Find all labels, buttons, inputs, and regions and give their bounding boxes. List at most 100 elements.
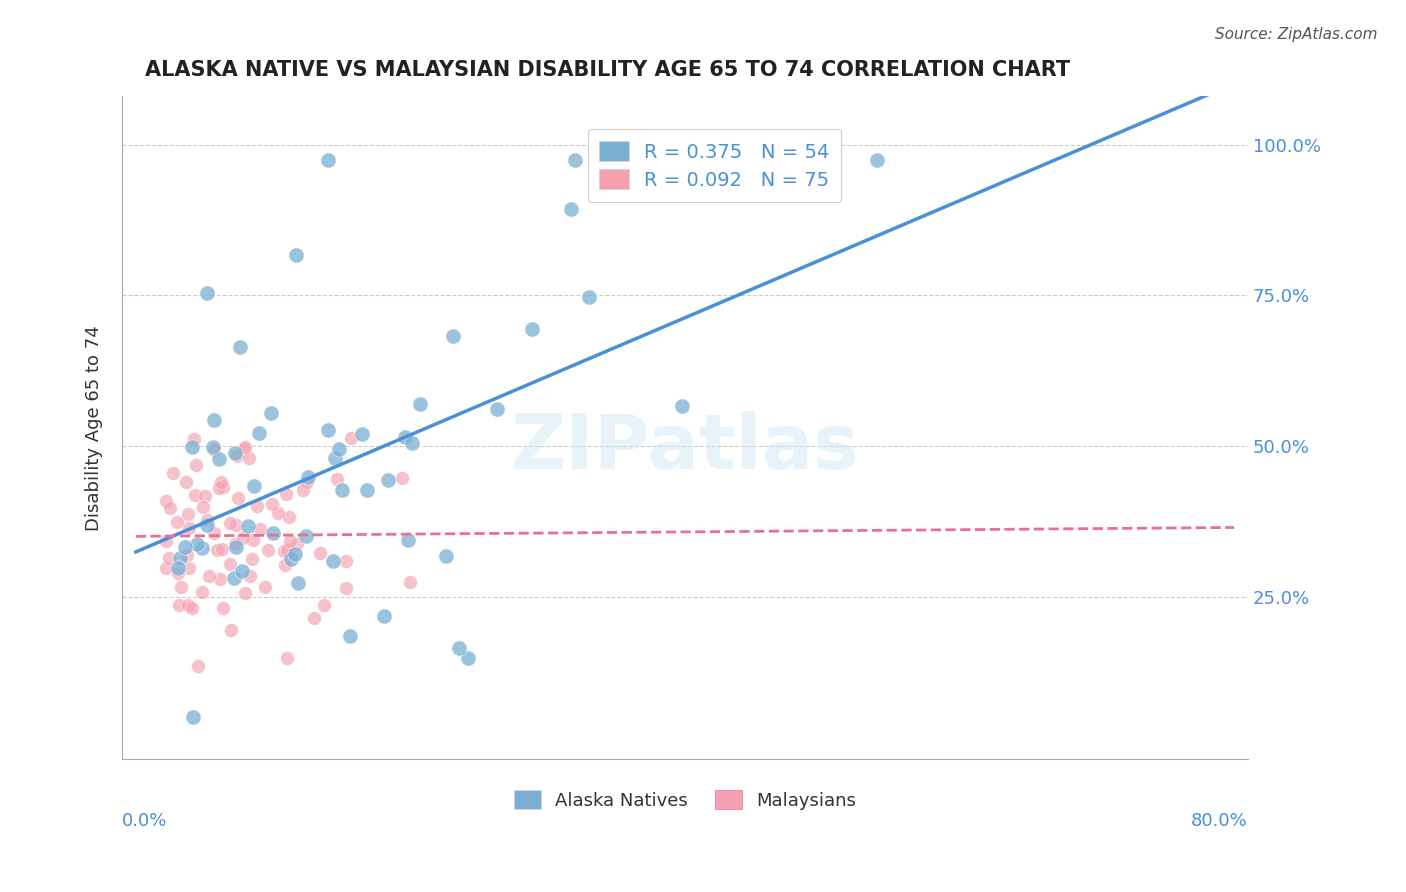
Point <box>194 489 217 503</box>
Point <box>229 340 252 354</box>
Point <box>316 153 339 167</box>
Point <box>173 540 195 554</box>
Text: ZIPatlas: ZIPatlas <box>510 411 859 485</box>
Point <box>273 544 295 558</box>
Point <box>211 541 233 556</box>
Point <box>325 450 347 465</box>
Point <box>191 500 214 514</box>
Point <box>202 443 225 458</box>
Point <box>242 533 264 547</box>
Point <box>155 534 177 549</box>
Point <box>225 540 247 554</box>
Point <box>328 442 350 456</box>
Point <box>211 601 233 615</box>
Point <box>276 651 298 665</box>
Point <box>157 550 180 565</box>
Point <box>291 483 314 498</box>
Point <box>398 533 420 548</box>
Point <box>177 507 200 521</box>
Point <box>208 572 231 586</box>
Point <box>335 581 357 595</box>
Point <box>284 248 307 262</box>
Point <box>278 510 301 524</box>
Point <box>208 481 231 495</box>
Point <box>671 399 693 413</box>
Point <box>166 516 188 530</box>
Point <box>287 575 309 590</box>
Point <box>169 598 191 612</box>
Point <box>267 506 290 520</box>
Point <box>295 529 318 543</box>
Text: ALASKA NATIVE VS MALAYSIAN DISABILITY AGE 65 TO 74 CORRELATION CHART: ALASKA NATIVE VS MALAYSIAN DISABILITY AG… <box>145 60 1070 79</box>
Point <box>186 537 208 551</box>
Point <box>441 328 464 343</box>
Point <box>170 581 193 595</box>
Point <box>253 580 276 594</box>
Point <box>183 432 205 446</box>
Point <box>312 598 335 612</box>
Point <box>560 202 582 216</box>
Point <box>377 473 399 487</box>
Point <box>246 499 269 513</box>
Point <box>391 471 413 485</box>
Point <box>240 551 263 566</box>
Point <box>866 153 889 167</box>
Point <box>181 710 204 724</box>
Point <box>174 475 197 489</box>
Point <box>238 519 260 533</box>
Point <box>184 488 207 502</box>
Point <box>187 658 209 673</box>
Point <box>228 491 250 505</box>
Point <box>332 483 354 497</box>
Point <box>398 575 420 590</box>
Point <box>302 611 325 625</box>
Point <box>224 537 246 551</box>
Point <box>181 440 204 454</box>
Point <box>247 425 270 440</box>
Point <box>155 493 177 508</box>
Point <box>224 446 246 460</box>
Point <box>335 554 357 568</box>
Point <box>162 466 184 480</box>
Point <box>287 536 309 550</box>
Point <box>180 601 202 615</box>
Point <box>276 487 298 501</box>
Point <box>260 406 283 420</box>
Text: 80.0%: 80.0% <box>1191 813 1249 830</box>
Point <box>486 402 509 417</box>
Point <box>222 571 245 585</box>
Point <box>231 564 253 578</box>
Point <box>212 480 235 494</box>
Point <box>202 440 225 454</box>
Point <box>166 566 188 581</box>
Point <box>225 517 247 532</box>
Point <box>202 413 225 427</box>
Legend: Alaska Natives, Malaysians: Alaska Natives, Malaysians <box>506 783 863 817</box>
Point <box>166 560 188 574</box>
Point <box>339 629 361 643</box>
Point <box>249 522 271 536</box>
Point <box>219 516 242 530</box>
Point <box>177 521 200 535</box>
Point <box>520 322 543 336</box>
Point <box>195 513 218 527</box>
Point <box>191 541 214 555</box>
Point <box>356 483 378 497</box>
Text: 0.0%: 0.0% <box>122 813 167 830</box>
Point <box>177 599 200 613</box>
Point <box>278 533 301 548</box>
Point <box>322 554 344 568</box>
Text: Source: ZipAtlas.com: Source: ZipAtlas.com <box>1215 27 1378 42</box>
Point <box>232 531 254 545</box>
Point <box>276 542 298 557</box>
Point <box>176 548 198 562</box>
Point <box>179 561 201 575</box>
Point <box>243 479 266 493</box>
Point <box>191 585 214 599</box>
Point <box>233 442 256 456</box>
Point <box>274 558 297 573</box>
Point <box>226 449 249 463</box>
Point <box>578 290 600 304</box>
Point <box>284 547 307 561</box>
Point <box>219 623 242 637</box>
